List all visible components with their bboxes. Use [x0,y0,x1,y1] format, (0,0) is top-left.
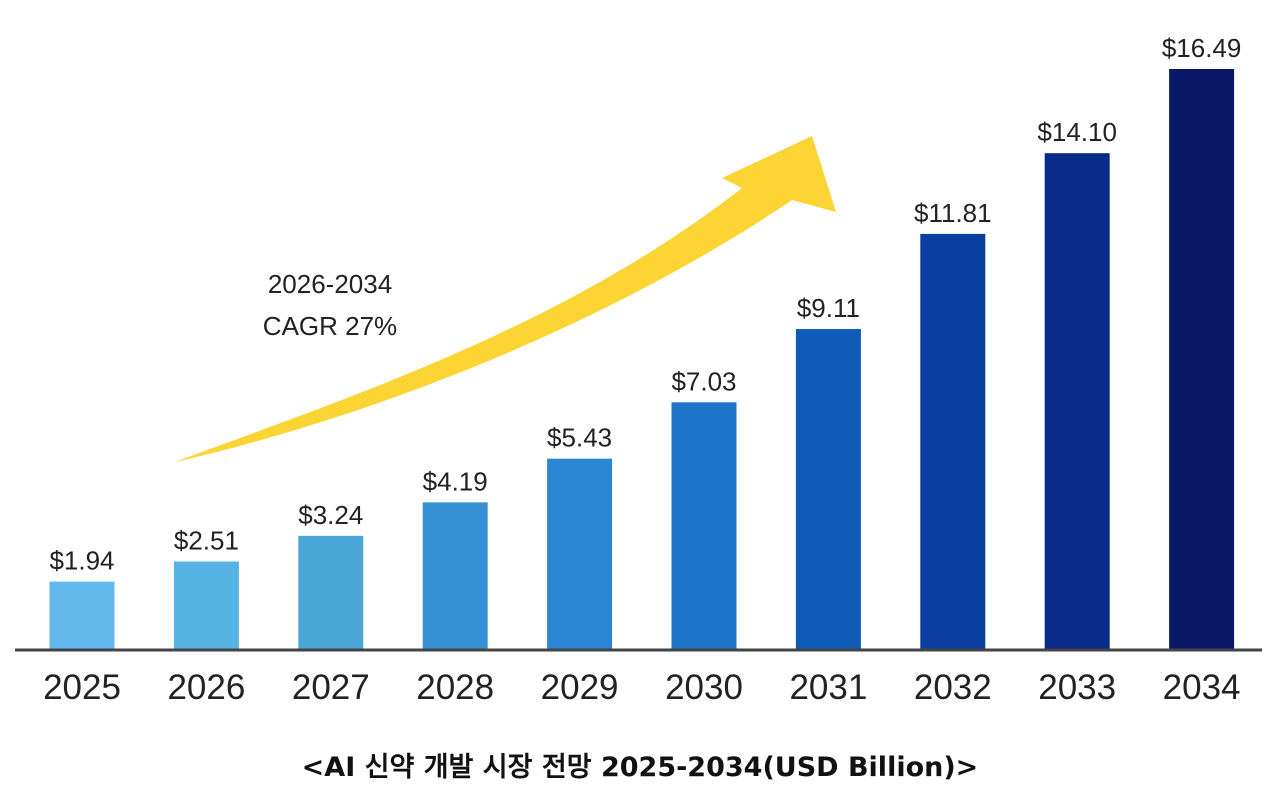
data-label-2028: $4.19 [423,466,488,496]
x-tick-2031: 2031 [789,668,867,707]
x-tick-2032: 2032 [914,668,992,707]
x-tick-2034: 2034 [1163,668,1241,707]
growth-arrow [175,136,836,462]
cagr-value-label: CAGR 27% [263,311,397,341]
data-label-2032: $11.81 [914,198,992,228]
data-label-2030: $7.03 [671,366,736,396]
data-label-2025: $1.94 [49,546,114,576]
x-tick-2028: 2028 [416,668,494,707]
x-tick-2025: 2025 [43,668,121,707]
bar-2029 [547,458,613,650]
bar-2034 [1169,69,1235,650]
bar-2026 [173,561,239,650]
bar-2027 [298,535,364,650]
data-label-2027: $3.24 [298,500,363,530]
bar-2025 [49,581,115,650]
data-label-2026: $2.51 [174,526,239,556]
x-tick-2030: 2030 [665,668,743,707]
x-tick-2027: 2027 [292,668,370,707]
x-tick-2026: 2026 [167,668,245,707]
bar-2031 [795,329,861,650]
x-tick-2033: 2033 [1038,668,1116,707]
bar-2028 [422,502,488,650]
data-label-2029: $5.43 [547,423,612,453]
bar-2030 [671,402,737,650]
chart-title: <AI 신약 개발 시장 전망 2025-2034(USD Billion)> [302,752,979,783]
cagr-period-label: 2026-2034 [268,269,392,299]
bar-2033 [1044,153,1110,650]
data-label-2034: $16.49 [1162,33,1242,63]
data-label-2033: $14.10 [1037,117,1117,147]
bar-2032 [920,233,986,650]
data-label-2031: $9.11 [797,293,860,323]
x-tick-2029: 2029 [541,668,619,707]
